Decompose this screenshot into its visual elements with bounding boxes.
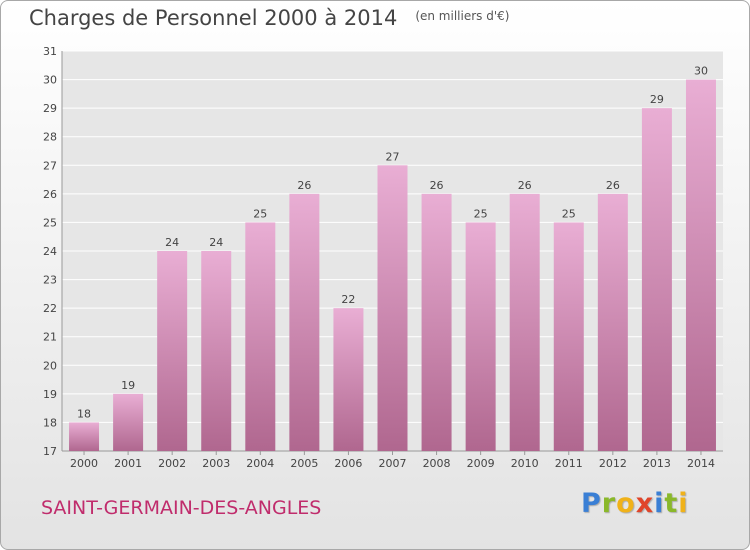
- x-tick-label: 2002: [158, 457, 186, 470]
- bar: [421, 193, 452, 451]
- bar: [333, 308, 364, 451]
- y-tick-label: 27: [43, 159, 57, 172]
- logo-letter: x: [635, 488, 655, 519]
- x-tick-label: 2003: [202, 457, 230, 470]
- data-label: 19: [121, 379, 135, 392]
- x-tick-label: 2012: [599, 457, 627, 470]
- bar: [553, 222, 584, 451]
- x-tick-label: 2011: [555, 457, 583, 470]
- y-tick-label: 28: [43, 131, 57, 144]
- bar: [157, 251, 188, 451]
- x-tick-label: 2006: [334, 457, 362, 470]
- chart-title-text: Charges de Personnel 2000 à 2014: [29, 6, 398, 30]
- x-tick-label: 2000: [70, 457, 98, 470]
- chart-title: Charges de Personnel 2000 à 2014 (en mill…: [29, 6, 509, 30]
- bar: [465, 222, 496, 451]
- x-tick-label: 2010: [511, 457, 539, 470]
- y-tick-label: 30: [43, 74, 57, 87]
- bar: [245, 222, 276, 451]
- bar: [597, 193, 628, 451]
- y-tick-label: 25: [43, 216, 57, 229]
- data-label: 29: [650, 93, 664, 106]
- data-label: 26: [297, 179, 311, 192]
- y-tick-label: 20: [43, 359, 57, 372]
- data-label: 26: [518, 179, 532, 192]
- data-label: 24: [209, 236, 223, 249]
- logo-letter: o: [616, 488, 636, 519]
- y-tick-label: 21: [43, 331, 57, 344]
- y-tick-label: 26: [43, 188, 57, 201]
- x-tick-label: 2004: [246, 457, 274, 470]
- logo-letter: t: [664, 488, 679, 519]
- y-tick-label: 31: [43, 45, 57, 58]
- bar: [69, 422, 100, 451]
- bar: [377, 165, 408, 452]
- bar: [289, 193, 320, 451]
- data-label: 30: [694, 65, 708, 78]
- logo-letter: i: [678, 488, 689, 519]
- y-tick-label: 29: [43, 102, 57, 115]
- city-name: SAINT-GERMAIN-DES-ANGLES: [41, 497, 322, 519]
- bar-chart: 17 18 19 20 21 22 23 24 25 26 27 28 29 30 31 18 2000 19 20…: [43, 45, 723, 470]
- y-tick-label: 19: [43, 388, 57, 401]
- data-label: 25: [562, 207, 576, 220]
- x-tick-label: 2007: [379, 457, 407, 470]
- x-tick-label: 2005: [290, 457, 318, 470]
- data-label: 26: [430, 179, 444, 192]
- bar: [685, 79, 716, 452]
- data-label: 25: [253, 207, 267, 220]
- bar: [113, 393, 144, 451]
- data-label: 24: [165, 236, 179, 249]
- chart-subtitle: (en milliers d'€): [415, 9, 510, 23]
- data-label: 18: [77, 407, 91, 420]
- data-label: 27: [386, 150, 400, 163]
- x-tick-label: 2014: [687, 457, 715, 470]
- data-label: 22: [341, 293, 355, 306]
- y-tick-label: 23: [43, 274, 57, 287]
- proxiti-logo: Proxiti: [581, 488, 689, 519]
- logo-letter: P: [581, 488, 602, 519]
- y-tick-label: 17: [43, 445, 57, 458]
- y-tick-label: 18: [43, 416, 57, 429]
- y-tick-label: 24: [43, 245, 57, 258]
- logo-letter: i: [654, 488, 665, 519]
- data-label: 26: [606, 179, 620, 192]
- data-label: 25: [474, 207, 488, 220]
- y-tick-label: 22: [43, 302, 57, 315]
- x-tick-label: 2009: [467, 457, 495, 470]
- x-tick-label: 2001: [114, 457, 142, 470]
- bar: [641, 108, 672, 452]
- x-tick-label: 2008: [423, 457, 451, 470]
- bar: [509, 193, 540, 451]
- bar: [201, 251, 232, 451]
- x-tick-label: 2013: [643, 457, 671, 470]
- logo-letter: r: [601, 488, 617, 519]
